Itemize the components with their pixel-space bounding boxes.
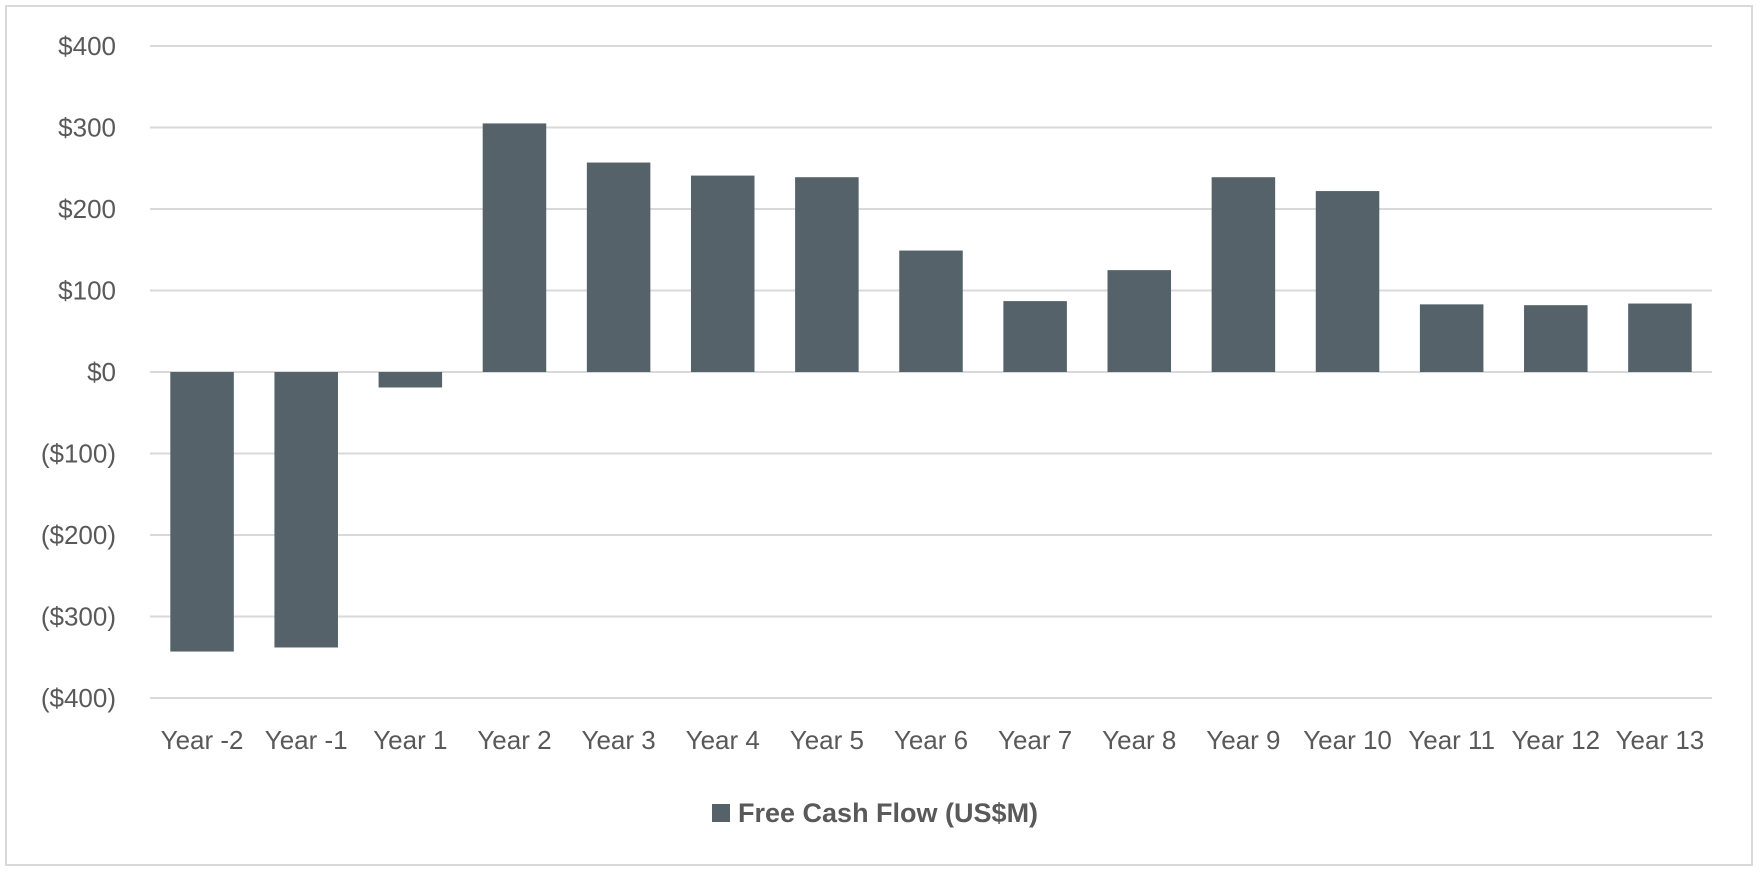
bar [899,250,963,372]
bar [170,372,234,652]
bar [795,177,859,372]
x-tick-label: Year -1 [265,725,348,755]
y-tick-label: $100 [58,276,116,306]
x-tick-label: Year -2 [161,725,244,755]
x-tick-label: Year 6 [894,725,968,755]
y-tick-label: $400 [58,31,116,61]
bar [586,162,651,372]
legend: Free Cash Flow (US$M) [712,798,1038,828]
bar [1003,301,1067,372]
y-axis-tick-labels: $400 $300 $200 $100 $0 ($100) ($200) ($300) ($40… [41,31,116,713]
x-tick-label: Year 8 [1102,725,1176,755]
x-tick-label: Year 11 [1408,725,1495,755]
x-tick-label: Year 12 [1511,725,1600,755]
x-tick-label: Year 3 [581,725,655,755]
bar [1315,191,1380,372]
legend-label: Free Cash Flow (US$M) [738,798,1038,828]
bar [378,372,443,388]
bar [1628,303,1692,372]
bar [482,123,547,372]
y-tick-label: ($100) [41,439,116,469]
y-tick-label: ($300) [41,602,116,632]
x-tick-label: Year 10 [1303,725,1392,755]
bar [690,175,755,372]
bar [1107,270,1172,372]
x-tick-label: Year 13 [1616,725,1705,755]
x-tick-label: Year 4 [686,725,760,755]
y-tick-label: $300 [58,113,116,143]
y-tick-label: $0 [87,357,116,387]
x-tick-label: Year 2 [477,725,551,755]
y-tick-label: ($200) [41,520,116,550]
bar [274,372,338,648]
x-tick-label: Year 9 [1206,725,1280,755]
y-tick-label: $200 [58,194,116,224]
bar [1419,304,1484,372]
x-tick-label: Year 5 [790,725,864,755]
legend-swatch [712,804,730,822]
bar [1211,177,1276,372]
x-tick-label: Year 7 [998,725,1072,755]
x-tick-label: Year 1 [373,725,447,755]
y-tick-label: ($400) [41,683,116,713]
bars [170,123,1692,652]
gridlines [150,45,1712,699]
x-axis-tick-labels: Year -2 Year -1 Year 1 Year 2 Year 3 Year 4 Ye… [161,725,1705,755]
bar [1524,305,1588,372]
